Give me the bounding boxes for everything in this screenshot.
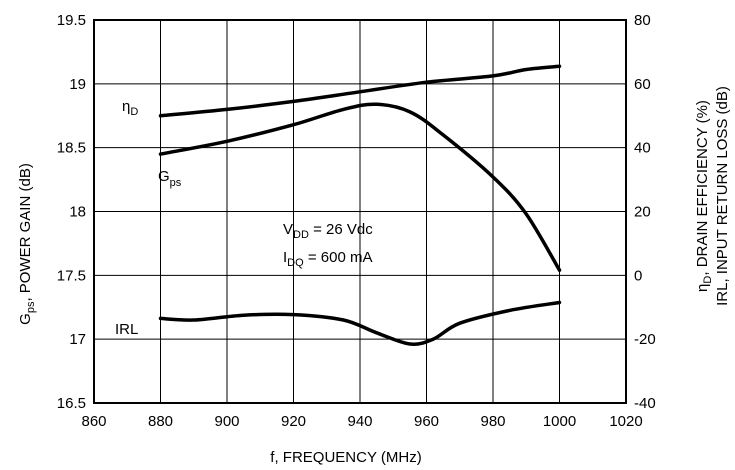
- y-right-tick-label: 40: [634, 140, 651, 157]
- annotation-idq-sub: DQ: [287, 257, 304, 269]
- annotation-idq-rest: = 600 mA: [304, 249, 373, 266]
- x-tick-label: 880: [148, 413, 173, 430]
- x-axis-title: f, FREQUENCY (MHz): [270, 449, 421, 466]
- y-left-tick-label: 16.5: [57, 395, 86, 412]
- series-label-gps-main: G: [158, 168, 170, 185]
- y-left-tick-label: 17.5: [57, 267, 86, 284]
- x-tick-label: 960: [414, 413, 439, 430]
- grid: [94, 20, 626, 403]
- y-right-tick-label: 60: [634, 76, 651, 93]
- y-left-tick-label: 18: [69, 204, 86, 221]
- y-right-axis-title-line2: IRL, INPUT RETURN LOSS (dB): [714, 86, 731, 306]
- series-line-eta-d: [158, 64, 562, 118]
- x-tick-label: 920: [281, 413, 306, 430]
- annotation-vdd-rest: = 26 Vdc: [309, 221, 373, 238]
- y-right-title-main: η: [694, 284, 711, 292]
- series-label-irl: IRL: [115, 321, 138, 338]
- series-label-eta-sub: D: [130, 106, 138, 118]
- y-left-tick-label: 19.5: [57, 12, 86, 29]
- y-left-title-rest: , POWER GAIN (dB): [17, 163, 34, 301]
- tick-labels: 860 880 900 920 940 960 980 1000 1020 16.5 17 17.5 1…: [57, 12, 656, 430]
- y-right-title-rest: , DRAIN EFFICIENCY (%): [694, 100, 711, 276]
- y-right-tick-label: -40: [634, 395, 656, 412]
- series-line-irl: [158, 300, 562, 346]
- series-line-gps: [158, 102, 562, 272]
- annotation-vdd-main: V: [283, 221, 293, 238]
- annotation-idq: IDQ = 600 mA: [283, 249, 372, 269]
- y-right-title-sub: D: [702, 276, 714, 284]
- series-label-eta-d: ηD: [122, 98, 138, 118]
- y-left-title-sub: ps: [25, 301, 37, 313]
- y-right-tick-label: 0: [634, 267, 642, 284]
- y-right-tick-label: 20: [634, 204, 651, 221]
- y-left-axis-title: Gps, POWER GAIN (dB): [17, 163, 37, 325]
- y-left-tick-label: 17: [69, 331, 86, 348]
- y-right-tick-label: -20: [634, 331, 656, 348]
- x-tick-label: 980: [480, 413, 505, 430]
- annotation-idq-main: I: [283, 249, 287, 266]
- annotation-vdd: VDD = 26 Vdc: [283, 221, 373, 241]
- y-right-tick-label: 80: [634, 12, 651, 29]
- series-layer: [158, 64, 562, 346]
- x-tick-label: 860: [81, 413, 106, 430]
- y-left-title-main: G: [17, 313, 34, 325]
- plot-frame: [93, 19, 627, 404]
- x-tick-label: 900: [214, 413, 239, 430]
- x-tick-label: 1020: [609, 413, 642, 430]
- y-right-axis-title-line1: ηD, DRAIN EFFICIENCY (%): [694, 100, 714, 292]
- series-label-gps: Gps: [158, 168, 182, 189]
- y-left-tick-label: 18.5: [57, 140, 86, 157]
- annotation-vdd-sub: DD: [293, 229, 309, 241]
- x-tick-label: 1000: [543, 413, 576, 430]
- y-left-tick-label: 19: [69, 76, 86, 93]
- series-label-gps-sub: ps: [170, 177, 182, 189]
- x-tick-label: 940: [347, 413, 372, 430]
- series-label-eta-main: η: [122, 98, 130, 115]
